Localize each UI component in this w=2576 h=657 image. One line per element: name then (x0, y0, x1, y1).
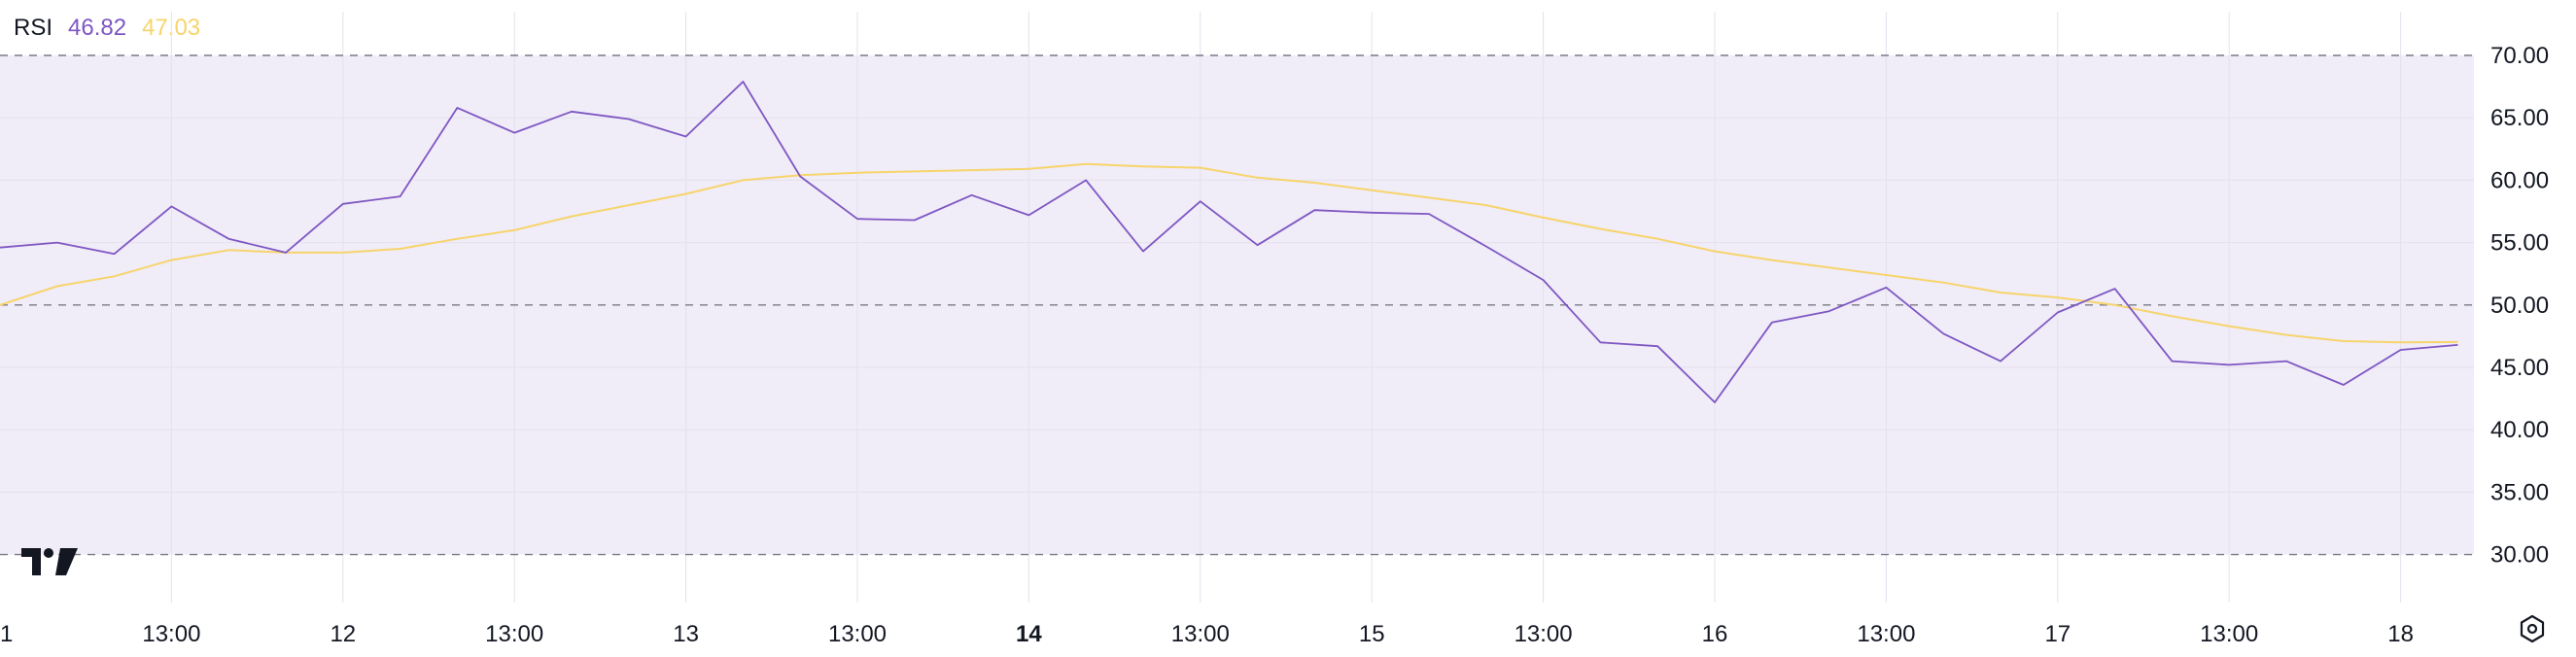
x-tick-label: 13:00 (485, 621, 543, 647)
x-tick-label: 16 (1702, 621, 1728, 647)
y-tick-label: 60.00 (2490, 167, 2549, 193)
y-tick-label: 55.00 (2490, 230, 2549, 257)
x-tick-label: 13:00 (828, 621, 887, 647)
settings-gear-icon[interactable] (2518, 614, 2547, 648)
x-tick-label: 1 (0, 621, 13, 647)
tradingview-logo-icon[interactable] (19, 546, 82, 584)
y-tick-label: 70.00 (2490, 43, 2549, 69)
y-tick-label: 45.00 (2490, 355, 2549, 381)
y-tick-label: 65.00 (2490, 105, 2549, 131)
y-tick-label: 40.00 (2490, 417, 2549, 443)
x-tick-label: 13:00 (1857, 621, 1915, 647)
x-tick-label: 18 (2387, 621, 2414, 647)
indicator-name[interactable]: RSI (14, 15, 53, 41)
indicator-legend: RSI 46.82 47.03 (14, 12, 200, 45)
y-tick-label: 50.00 (2490, 293, 2549, 319)
x-tick-label: 12 (330, 621, 356, 647)
x-tick-label: 13:00 (142, 621, 200, 647)
x-tick-label: 13 (673, 621, 699, 647)
x-tick-label: 13:00 (1171, 621, 1230, 647)
x-tick-label: 15 (1359, 621, 1385, 647)
x-tick-label: 17 (2044, 621, 2071, 647)
x-tick-label: 13:00 (1514, 621, 1573, 647)
rsi-ma-line[interactable] (0, 162, 2458, 344)
x-tick-label: 14 (1016, 621, 1042, 647)
x-tick-label: 13:00 (2200, 621, 2258, 647)
y-tick-label: 30.00 (2490, 542, 2549, 569)
rsi-value: 46.82 (68, 15, 127, 41)
y-tick-label: 35.00 (2490, 479, 2549, 505)
rsi-line[interactable] (0, 81, 2458, 403)
